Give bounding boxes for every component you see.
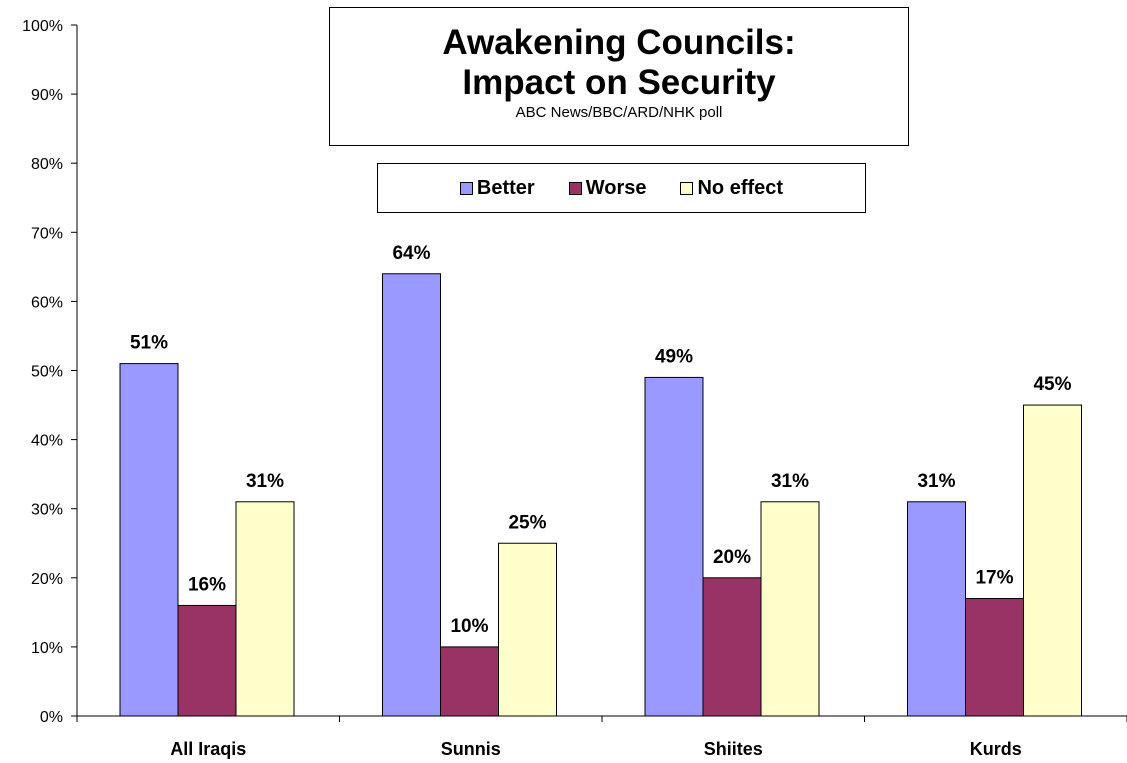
bar-better	[644, 376, 704, 717]
y-tick-label: 20%	[31, 571, 63, 588]
bar-no-effect	[498, 542, 557, 717]
legend-swatch-no-effect	[680, 181, 694, 195]
legend-label-no-effect: No effect	[697, 176, 784, 199]
y-tick-label: 0%	[40, 709, 63, 726]
y-tick-label: 80%	[31, 156, 63, 173]
data-label: 20%	[713, 547, 751, 568]
y-tick-label: 60%	[31, 294, 63, 311]
y-tick-label: 50%	[31, 364, 63, 381]
legend-item-no-effect: No effect	[680, 177, 783, 200]
data-label: 45%	[1033, 374, 1071, 395]
category-label: Sunnis	[441, 739, 501, 759]
bar-no-effect	[235, 501, 295, 717]
legend-swatch-worse	[568, 181, 582, 195]
category-label: Kurds	[970, 739, 1022, 759]
bar-worse	[177, 604, 237, 717]
bar-better	[382, 273, 441, 717]
data-label: 31%	[246, 471, 284, 492]
category-label: Shiites	[704, 739, 763, 759]
legend-label-better: Better	[476, 176, 535, 199]
data-label: 64%	[392, 243, 430, 264]
data-label: 51%	[130, 333, 168, 354]
bar-worse	[440, 646, 499, 717]
chart-title-line-1: Awakening Councils:	[442, 23, 796, 62]
data-label: 16%	[188, 574, 226, 595]
bar-worse	[702, 577, 762, 717]
legend-label-worse: Worse	[585, 176, 647, 199]
chart-subtitle: ABC News/BBC/ARD/NHK poll	[515, 104, 723, 121]
data-label: 31%	[771, 471, 809, 492]
y-tick-label: 40%	[31, 433, 63, 450]
bar-worse	[965, 598, 1024, 717]
data-label: 17%	[975, 568, 1013, 589]
chart-title-line-2: Impact on Security	[462, 63, 776, 102]
chart-title-box: Awakening Councils: Impact on Security A…	[329, 7, 909, 146]
bar-better	[907, 501, 966, 717]
chart-legend: Better Worse No effect	[377, 163, 866, 213]
bar-no-effect	[1023, 404, 1082, 717]
y-tick-label: 70%	[31, 225, 63, 242]
legend-item-worse: Worse	[568, 176, 647, 200]
bar-better	[119, 363, 179, 717]
data-label: 10%	[450, 616, 488, 637]
y-tick-label: 30%	[31, 502, 63, 519]
bar-no-effect	[760, 501, 820, 717]
y-tick-label: 100%	[22, 18, 63, 35]
y-tick-label: 10%	[31, 640, 63, 657]
data-label: 49%	[655, 346, 693, 367]
data-label: 31%	[917, 471, 955, 492]
data-label: 25%	[508, 512, 546, 533]
category-label: All Iraqis	[170, 739, 246, 759]
y-tick-label: 90%	[31, 87, 63, 104]
legend-item-better: Better	[459, 176, 535, 200]
legend-swatch-better	[459, 181, 473, 195]
